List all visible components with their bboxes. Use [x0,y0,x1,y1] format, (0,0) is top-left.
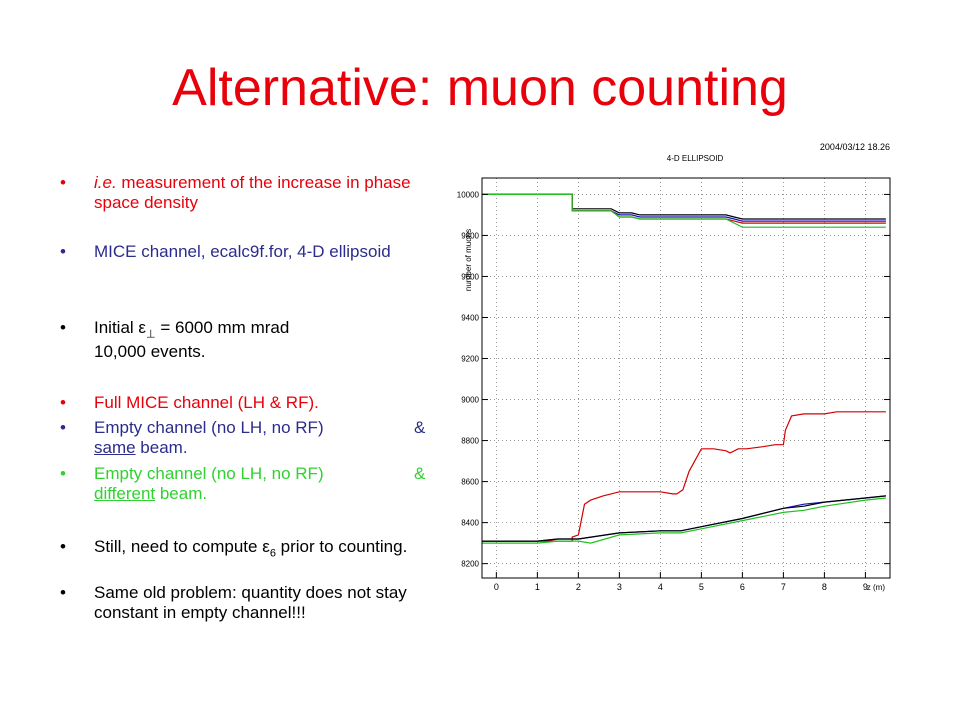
y-tick-label: 9800 [461,231,479,240]
y-axis-label: number of muons [464,229,473,291]
epsilon-symbol: ε [138,318,147,337]
bullet-5-underlined: same [94,438,136,457]
bullet-6-end: beam. [155,484,208,503]
series-line [482,193,886,228]
y-tick-label: 9000 [461,396,479,405]
bullet-5-end: beam. [135,438,188,457]
bullet-6-amp: & [414,464,426,483]
series-line [482,193,886,222]
y-tick-label: 9400 [461,313,479,322]
x-tick-label: 2 [576,582,581,592]
bullet-3-post: = 6000 mm mrad [155,318,290,337]
x-tick-label: 6 [740,582,745,592]
series-line [482,193,886,220]
bullet-dot: • [60,173,66,192]
bullet-dot: • [60,537,66,556]
bullet-7-pre: Still, need to compute [94,537,263,556]
x-tick-label: 1 [535,582,540,592]
series-line [482,497,886,544]
chart-title: 4-D ELLIPSOID [667,154,724,163]
x-tick-label: 9 [863,582,868,592]
x-tick-label: 0 [494,582,499,592]
y-tick-label: 8200 [461,560,479,569]
perp-subscript: ⊥ [146,328,156,341]
bullet-1-italic: i.e. [94,173,117,192]
bullet-5-text: Empty channel (no LH, no RF) [94,418,324,437]
bullet-dot: • [60,242,66,261]
bullet-dot: • [60,464,66,483]
y-tick-label: 8800 [461,437,479,446]
bullet-2-text: MICE channel, ecalc9f.for, 4-D ellipsoid [94,242,391,261]
bullet-3-line2: 10,000 events. [94,342,206,361]
x-tick-label: 3 [617,582,622,592]
bullet-dot: • [60,318,66,337]
muon-count-chart: 2004/03/12 18.26 4-D ELLIPSOID number of… [457,142,891,592]
bullet-6-text: Empty channel (no LH, no RF) [94,464,324,483]
x-tick-label: 4 [658,582,663,592]
bullet-dot: • [60,418,66,437]
y-tick-label: 9600 [461,272,479,281]
y-tick-label: 8400 [461,519,479,528]
bullet-4-text: Full MICE channel (LH & RF). [94,393,319,412]
y-tick-label: 8600 [461,478,479,487]
bullet-6-underlined: different [94,484,156,503]
series-layer [482,193,886,544]
x-tick-label: 5 [699,582,704,592]
series-line [482,495,886,542]
y-tick-label: 10000 [457,190,480,199]
x-tick-label: 8 [822,582,827,592]
series-line [482,411,886,542]
slide-title: Alternative: muon counting [172,59,788,117]
tick-layer: 0 1 2 3 4 5 6 7 8 9 8200 8400 8600 8800 9000 9200 9400 96… [457,190,890,592]
bullet-3-pre: Initial [94,318,139,337]
x-tick-label: 7 [781,582,786,592]
bullet-5-amp: & [414,418,426,437]
plot-frame [481,177,891,579]
bullet-dot: • [60,393,66,412]
grid-layer [482,178,890,578]
series-line [482,495,886,542]
bullet-dot: • [60,583,66,602]
chart-datestamp: 2004/03/12 18.26 [820,142,890,152]
six-subscript: 6 [269,547,276,560]
epsilon-symbol: ε [262,537,270,556]
y-tick-label: 9200 [461,355,479,364]
bullet-1-text: measurement of the increase in phase spa… [94,173,411,212]
x-axis-label: z (m) [867,583,886,592]
bullet-8-text: Same old problem: quantity does not stay… [94,583,407,622]
bullet-7-post: prior to counting. [275,537,408,556]
